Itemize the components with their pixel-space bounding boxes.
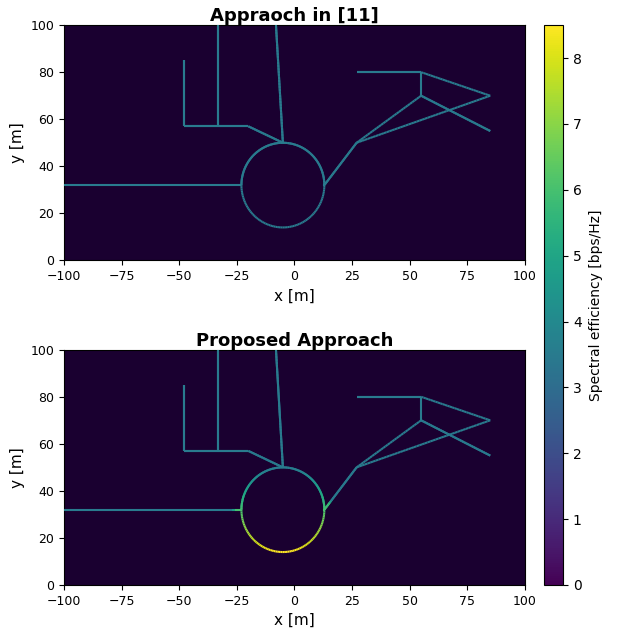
Y-axis label: y [m]: y [m]: [10, 447, 25, 487]
X-axis label: x [m]: x [m]: [274, 289, 315, 304]
Y-axis label: y [m]: y [m]: [10, 123, 25, 163]
Y-axis label: Spectral efficiency [bps/Hz]: Spectral efficiency [bps/Hz]: [589, 209, 603, 401]
Title: Appraoch in [11]: Appraoch in [11]: [210, 7, 379, 25]
X-axis label: x [m]: x [m]: [274, 613, 315, 628]
Title: Proposed Approach: Proposed Approach: [196, 331, 393, 350]
